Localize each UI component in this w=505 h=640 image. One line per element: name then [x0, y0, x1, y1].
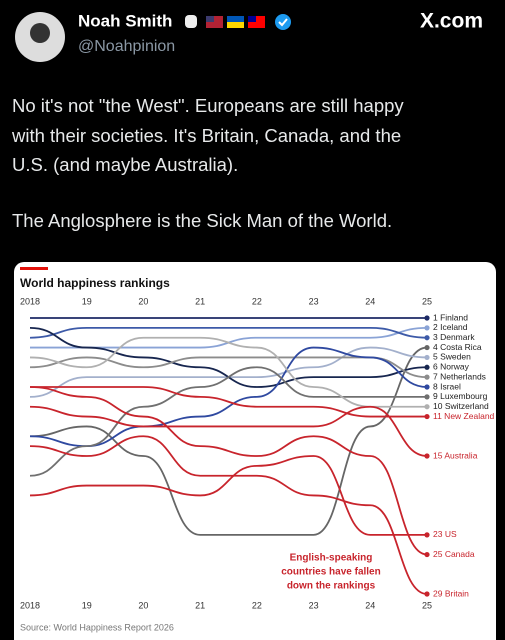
- x-tick-label: 2018: [20, 296, 40, 306]
- tweet-line: The Anglosphere is the Sick Man of the W…: [12, 210, 392, 231]
- x-tick-label: 20: [138, 600, 148, 610]
- series-line: [29, 366, 428, 477]
- chart-title: World happiness rankings: [20, 276, 170, 290]
- annotation: countries have fallen: [281, 567, 380, 578]
- end-dot: [424, 413, 430, 420]
- flag: [227, 22, 244, 28]
- x-tick-label: 25: [422, 600, 432, 610]
- tweet-line: with their societies. It's Britain, Cana…: [11, 125, 401, 146]
- series-label: 23 US: [433, 529, 457, 539]
- series-line: [29, 346, 428, 448]
- flag: [227, 16, 244, 22]
- x-tick-label: 25: [422, 296, 432, 306]
- user-handle: @Noahpinion: [78, 38, 175, 55]
- end-dot: [424, 344, 430, 351]
- x-tick-label: 19: [82, 296, 92, 306]
- series-label: 9 Luxembourg: [433, 391, 488, 401]
- source: Source: World Happiness Report 2026: [20, 622, 174, 632]
- series-line: [29, 326, 428, 339]
- end-dot: [424, 325, 430, 331]
- series-label: 29 Britain: [433, 588, 469, 598]
- end-dot: [424, 364, 430, 370]
- series-label: 1 Finland: [433, 312, 468, 322]
- series-line: [29, 346, 428, 536]
- series-label: 3 Denmark: [433, 332, 475, 342]
- series-label: 10 Switzerland: [433, 401, 489, 411]
- end-dot: [424, 374, 430, 380]
- flag: [206, 16, 214, 22]
- end-dot: [424, 551, 430, 558]
- x-tick-label: 23: [309, 296, 319, 306]
- x-tick-label: 20: [138, 296, 148, 306]
- verified-badge: [275, 14, 291, 30]
- flag: [248, 16, 256, 22]
- x-tick-label: 19: [82, 600, 92, 610]
- tweet-text: No it's not "the West". Europeans are st…: [11, 95, 404, 231]
- series-label: 7 Netherlands: [433, 371, 486, 381]
- end-dot: [424, 335, 430, 341]
- x-tick-label: 23: [309, 600, 319, 610]
- series-line: [29, 386, 427, 418]
- end-dot: [424, 404, 430, 410]
- emoji: [185, 15, 197, 28]
- end-dot: [424, 354, 430, 361]
- series-line: [29, 455, 428, 536]
- annotation: English-speaking: [290, 553, 373, 564]
- series-line: [29, 336, 427, 408]
- x-tick-label: 21: [195, 296, 205, 306]
- series-label: 15 Australia: [433, 450, 478, 460]
- series-label: 11 New Zealand: [433, 411, 495, 421]
- verified-check: [278, 18, 288, 27]
- x-tick-label: 24: [365, 600, 375, 610]
- end-dot: [424, 453, 430, 459]
- series-label: 25 Canada: [433, 549, 475, 559]
- avatar-face: [30, 23, 50, 43]
- series-label: 2 Iceland: [433, 322, 468, 332]
- user-name: Noah Smith: [78, 11, 172, 30]
- end-dot: [424, 394, 430, 400]
- end-dot: [424, 532, 430, 538]
- series-line: [29, 386, 428, 556]
- x-tick-label: 21: [195, 600, 205, 610]
- x-tick-label: 22: [252, 296, 262, 306]
- series-label: 5 Sweden: [433, 352, 471, 362]
- accent-bar: [20, 267, 48, 270]
- series-label: 6 Norway: [433, 362, 470, 372]
- end-dot: [424, 591, 430, 597]
- x-tick-label: 2018: [20, 600, 40, 610]
- series-line: [29, 405, 428, 457]
- tweet-line: No it's not "the West". Europeans are st…: [12, 95, 404, 116]
- site-name: X.com: [420, 10, 483, 33]
- end-dot: [424, 384, 430, 390]
- series-line: [29, 435, 428, 595]
- series-line: [29, 326, 428, 388]
- x-tick-label: 22: [252, 600, 262, 610]
- end-dot: [424, 315, 430, 321]
- annotation: down the rankings: [287, 581, 376, 592]
- series-line: [29, 346, 428, 398]
- tweet-line: U.S. (and maybe Australia).: [12, 154, 238, 175]
- x-tick-label: 24: [365, 296, 375, 306]
- series-label: 4 Costa Rica: [433, 342, 482, 352]
- series-label: 8 Israel: [433, 381, 461, 391]
